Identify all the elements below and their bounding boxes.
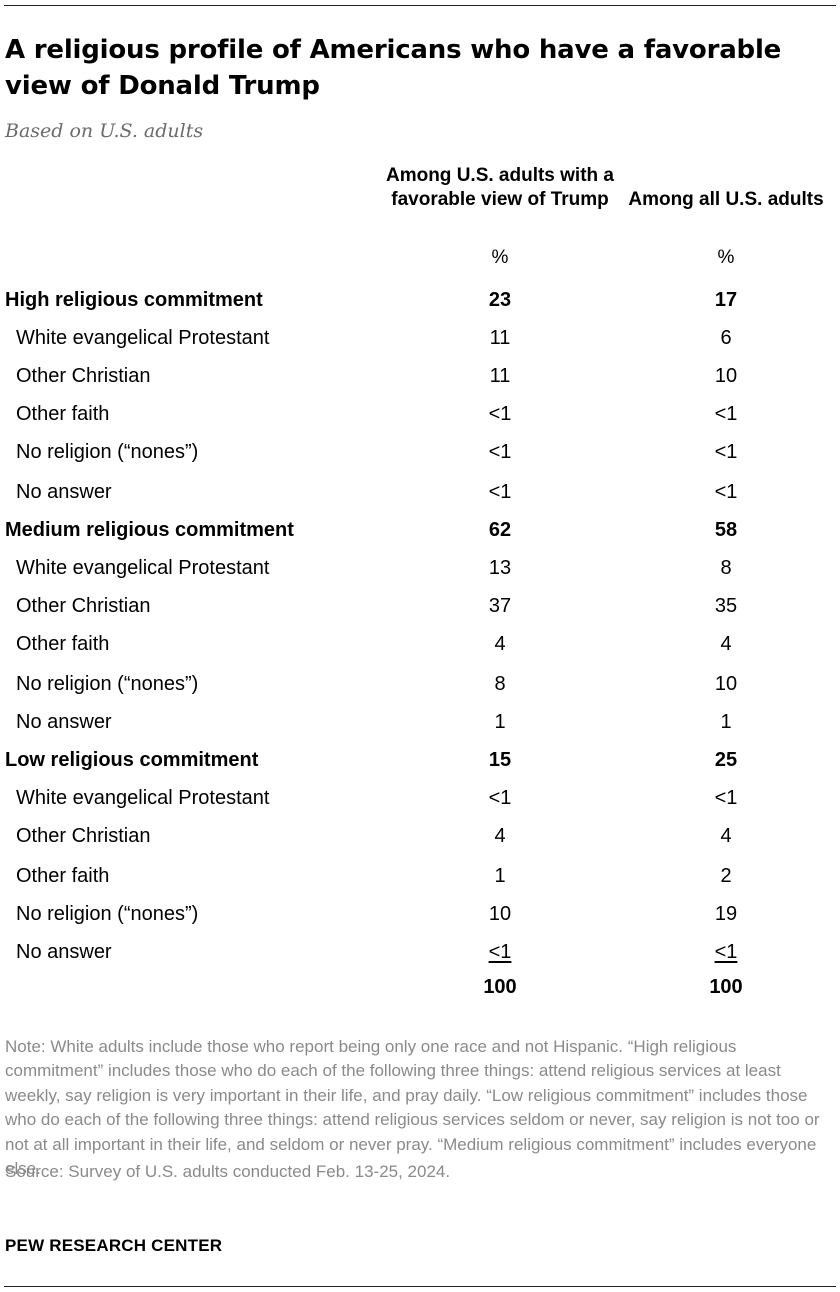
row-label: Other Christian <box>16 825 151 847</box>
row-label: No answer <box>16 711 112 733</box>
table-row: Other Christian 4 4 <box>0 823 840 861</box>
table-row: White evangelical Protestant 11 6 <box>0 325 840 363</box>
value-favorable-trump: 15 <box>488 749 512 771</box>
row-label: Other Christian <box>16 365 151 387</box>
table-row: Other faith 1 2 <box>0 863 840 901</box>
row-label: No religion (“nones”) <box>16 673 199 695</box>
table-row: White evangelical Protestant 13 8 <box>0 555 840 593</box>
value-all-adults: <1 <box>714 787 738 809</box>
bottom-rule <box>4 1286 836 1287</box>
table-row: White evangelical Protestant <1 <1 <box>0 785 840 823</box>
row-label: White evangelical Protestant <box>16 787 270 809</box>
totals-row: 100 100 <box>0 976 840 1006</box>
row-label: Other faith <box>16 633 110 655</box>
value-favorable-trump: 11 <box>489 327 511 349</box>
table-row: No religion (“nones”) 8 10 <box>0 671 840 709</box>
row-label: No answer <box>16 481 112 503</box>
footnote: Note: White adults include those who rep… <box>5 1037 820 1179</box>
pew-logo-text: PEW RESEARCH CENTER <box>5 1236 223 1255</box>
value-favorable-trump: 37 <box>488 595 512 617</box>
row-label: No religion (“nones”) <box>16 441 199 463</box>
value-favorable-trump: <1 <box>488 941 512 963</box>
row-label: Other faith <box>16 865 110 887</box>
row-label: White evangelical Protestant <box>16 557 270 579</box>
value-all-adults: 10 <box>714 365 738 387</box>
value-favorable-trump: <1 <box>488 441 512 463</box>
chart-title: A religious profile of Americans who hav… <box>5 35 782 101</box>
value-all-adults: 6 <box>720 327 732 349</box>
row-label: White evangelical Protestant <box>16 327 270 349</box>
value-all-adults: 58 <box>714 519 738 541</box>
value-favorable-trump: 8 <box>494 673 506 695</box>
chart-subtitle: Based on U.S. adults <box>5 120 204 142</box>
table-group-row: Medium religious commitment 62 58 <box>0 517 840 555</box>
value-all-adults: 10 <box>714 673 738 695</box>
value-favorable-trump: 11 <box>489 365 511 387</box>
value-favorable-trump: 4 <box>494 825 506 847</box>
value-all-adults: 8 <box>720 557 732 579</box>
value-favorable-trump: 13 <box>488 557 512 579</box>
source-note: Source: Survey of U.S. adults conducted … <box>5 1162 451 1181</box>
table-row: No answer <1 <1 <box>0 479 840 517</box>
value-all-adults: 19 <box>714 903 738 925</box>
row-label: Other Christian <box>16 595 151 617</box>
table-row: No answer 1 1 <box>0 709 840 747</box>
value-all-adults: 1 <box>720 711 732 733</box>
value-favorable-trump: 62 <box>488 519 512 541</box>
value-all-adults: 4 <box>720 633 732 655</box>
value-all-adults: <1 <box>714 941 738 963</box>
column-unit-favorable-trump: % <box>491 247 509 268</box>
value-all-adults: <1 <box>714 441 738 463</box>
row-label: No answer <box>16 941 112 963</box>
total-all-adults: 100 <box>709 976 743 998</box>
value-all-adults: 17 <box>714 289 738 311</box>
value-all-adults: <1 <box>714 403 738 425</box>
table-row: No answer <1 <1 <box>0 939 840 977</box>
row-label: Other faith <box>16 403 110 425</box>
total-favorable-trump: 100 <box>483 976 517 998</box>
value-all-adults: 4 <box>720 825 732 847</box>
group-label: Low religious commitment <box>5 749 259 771</box>
value-favorable-trump: 1 <box>494 711 506 733</box>
value-favorable-trump: 23 <box>488 289 512 311</box>
table-row: Other Christian 37 35 <box>0 593 840 631</box>
column-header-favorable-trump: Among U.S. adults with a favorable view … <box>385 165 614 210</box>
value-favorable-trump: 10 <box>488 903 512 925</box>
table-group-row: High religious commitment 23 17 <box>0 287 840 325</box>
value-all-adults: 35 <box>714 595 738 617</box>
value-all-adults: <1 <box>714 481 738 503</box>
table-row: No religion (“nones”) 10 19 <box>0 901 840 939</box>
top-rule <box>4 5 836 6</box>
value-favorable-trump: <1 <box>488 787 512 809</box>
value-all-adults: 25 <box>714 749 738 771</box>
table-group-row: Low religious commitment 15 25 <box>0 747 840 785</box>
value-favorable-trump: <1 <box>488 403 512 425</box>
value-favorable-trump: 1 <box>494 865 506 887</box>
group-label: High religious commitment <box>5 289 263 311</box>
value-favorable-trump: <1 <box>488 481 512 503</box>
value-favorable-trump: 4 <box>494 633 506 655</box>
value-all-adults: 2 <box>720 865 732 887</box>
row-label: No religion (“nones”) <box>16 903 199 925</box>
column-unit-all-adults: % <box>717 247 735 268</box>
table-row: Other faith <1 <1 <box>0 401 840 439</box>
table-row: No religion (“nones”) <1 <1 <box>0 439 840 477</box>
table-row: Other faith 4 4 <box>0 631 840 669</box>
group-label: Medium religious commitment <box>5 519 294 541</box>
table-row: Other Christian 11 10 <box>0 363 840 401</box>
column-header-all-adults: Among all U.S. adults <box>628 189 824 210</box>
